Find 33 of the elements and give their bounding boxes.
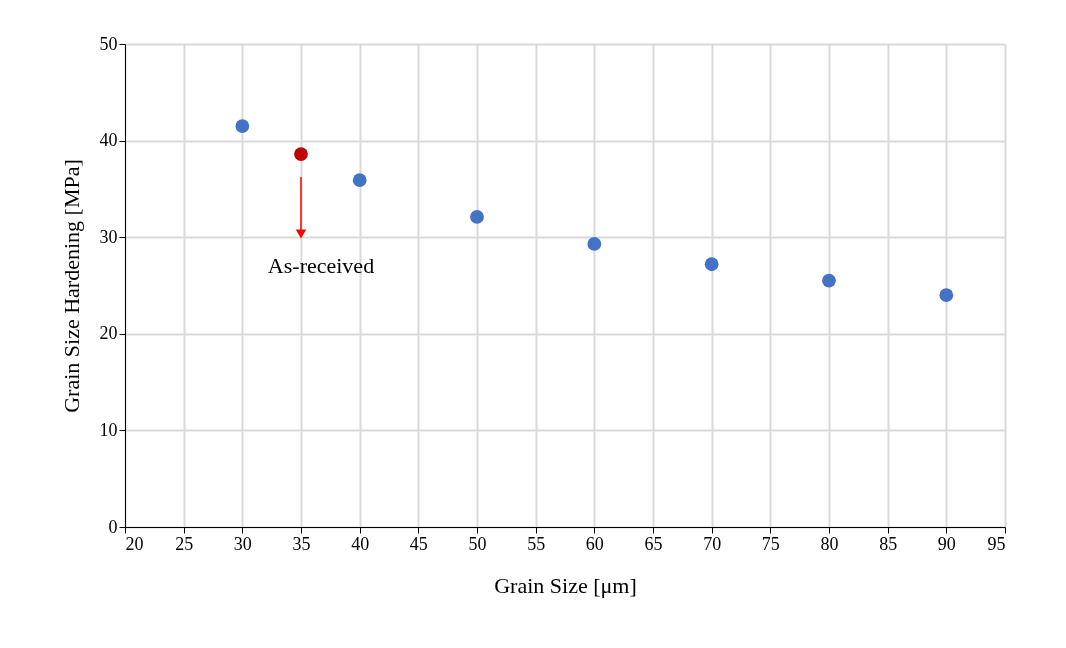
x-tick-label: 85 — [879, 533, 898, 554]
y-tick-label: 10 — [99, 419, 118, 440]
x-tick-label: 75 — [761, 533, 780, 554]
y-tick-label: 40 — [99, 130, 118, 151]
point — [294, 147, 308, 161]
x-tick-label: 40 — [351, 533, 370, 554]
x-tick-label: 60 — [585, 533, 604, 554]
point — [822, 273, 836, 288]
x-tick-label: 35 — [292, 533, 311, 554]
x-tick-label: 20 — [125, 533, 144, 554]
x-tick-label: 90 — [937, 533, 956, 554]
y-tick-label: 0 — [108, 516, 118, 537]
point — [939, 288, 954, 303]
x-tick-label: 50 — [468, 533, 487, 554]
x-tick-label: 65 — [644, 533, 663, 554]
y-axis-title: Grain Size Hardening [MPa] — [58, 159, 84, 413]
x-tick-label: 70 — [703, 533, 722, 554]
point — [587, 237, 602, 251]
annotation: As-received — [267, 253, 375, 278]
x-tick-label: 25 — [175, 533, 194, 554]
x-tick-label: 55 — [527, 533, 546, 554]
x-tick-label: 80 — [820, 533, 839, 554]
y-tick-label: 50 — [99, 33, 118, 54]
point — [704, 257, 719, 272]
x-tick-label: 30 — [233, 533, 252, 554]
x-tick-label: 95 — [987, 533, 1006, 554]
x-tick-label: 45 — [409, 533, 428, 554]
point — [235, 119, 250, 133]
y-tick-label: 20 — [99, 323, 118, 344]
y-tick-label: 30 — [99, 226, 118, 247]
point — [352, 173, 367, 188]
point — [470, 210, 484, 224]
x-axis-title: Grain Size [μm] — [494, 572, 637, 598]
